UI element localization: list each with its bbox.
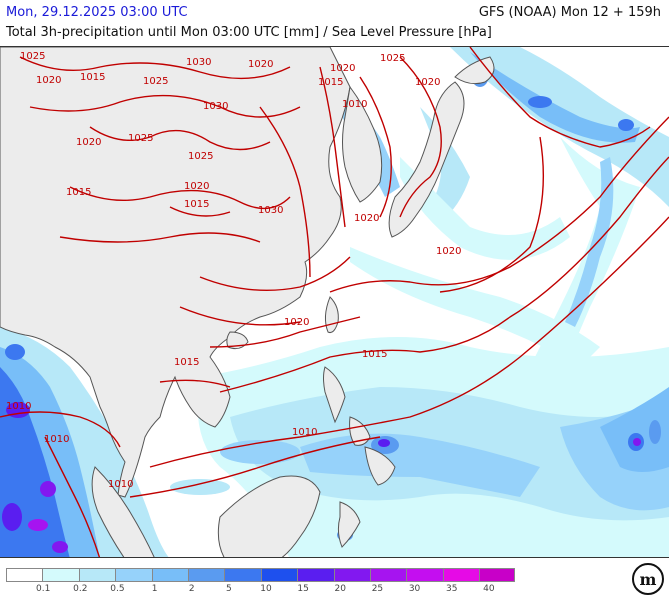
precipitation-legend: 0.1 0.2 0.5 1 2 5 10 15 20 25 30 35 40 [6,568,526,598]
legend-swatch [78,568,116,582]
legend-swatch [115,568,152,582]
isobar-label: 1025 [128,133,153,144]
legend-tick: 40 [483,584,495,594]
isobar-label: 1015 [174,357,199,368]
legend-swatch [333,568,370,582]
isobar-label: 1025 [143,76,168,87]
precipitation-layer [0,47,669,557]
isobar-label: 1015 [362,349,387,360]
isobar-label: 1020 [284,317,309,328]
legend-tick: 0.2 [73,584,88,594]
weather-map[interactable]: 1025 1020 1030 1015 1020 1025 1015 1020 … [0,46,669,558]
isobar-label: 1020 [76,137,101,148]
isobar-label: 1030 [186,57,211,68]
legend-tick: 25 [371,584,384,594]
legend-tick-labels: 0.1 0.2 0.5 1 2 5 10 15 20 25 30 35 40 [6,582,526,596]
legend-swatch [406,568,443,582]
isobar-label: 1025 [380,53,405,64]
map-title: Total 3h-precipitation until Mon 03:00 U… [6,25,492,40]
legend-tick: 0.5 [110,584,125,594]
legend-tick: 15 [297,584,309,594]
legend-color-scale [6,568,526,582]
legend-swatch [442,568,480,582]
isobar-label: 1020 [248,59,273,70]
isobar-label: 1020 [354,213,379,224]
legend-tick: 2 [188,584,195,594]
legend-swatch [187,568,225,582]
legend-swatch [6,568,43,582]
legend-swatch [369,568,407,582]
legend-tick: 20 [334,584,347,594]
isobar-label: 1015 [80,72,105,83]
isobar-label: 1020 [36,75,61,86]
isobar-layer [0,47,669,557]
isobar-label: 1025 [188,151,213,162]
legend-swatch [151,568,188,582]
isobar-label: 1020 [415,77,440,88]
model-run: GFS (NOAA) Mon 12 + 159h [478,5,661,20]
isobar-label: 1010 [44,434,69,445]
isobar-label: 1010 [108,479,133,490]
isobar-label: 1010 [292,427,317,438]
legend-swatch [260,568,298,582]
land-layer [0,47,495,557]
legend-tick: 5 [225,584,232,594]
legend-swatch [224,568,261,582]
legend-tick: 35 [445,584,458,594]
legend-tick: 1 [151,584,158,594]
isobar-labels: 1025 1020 1030 1015 1020 1025 1015 1020 … [6,51,461,490]
valid-time: Mon, 29.12.2025 03:00 UTC [6,5,188,20]
isobar-label: 1025 [20,51,45,62]
isobar-label: 1010 [6,401,31,412]
isobar-label: 1015 [66,187,91,198]
map-header: Mon, 29.12.2025 03:00 UTC GFS (NOAA) Mon… [0,0,669,46]
legend-swatch [479,568,516,582]
isobar-label: 1030 [258,205,283,216]
isobar-label: 1015 [184,199,209,210]
isobar-label: 1015 [318,77,343,88]
legend-swatch [297,568,334,582]
isobar-label: 1020 [330,63,355,74]
isobar-label: 1020 [184,181,209,192]
isobar-label: 1010 [342,99,367,110]
isobar-label: 1020 [436,246,461,257]
legend-tick: 30 [408,584,421,594]
isobar-label: 1030 [203,101,228,112]
meteologix-logo: m [632,563,664,595]
legend-swatch [42,568,79,582]
legend-tick: 0.1 [35,584,51,594]
legend-tick: 10 [260,584,272,594]
